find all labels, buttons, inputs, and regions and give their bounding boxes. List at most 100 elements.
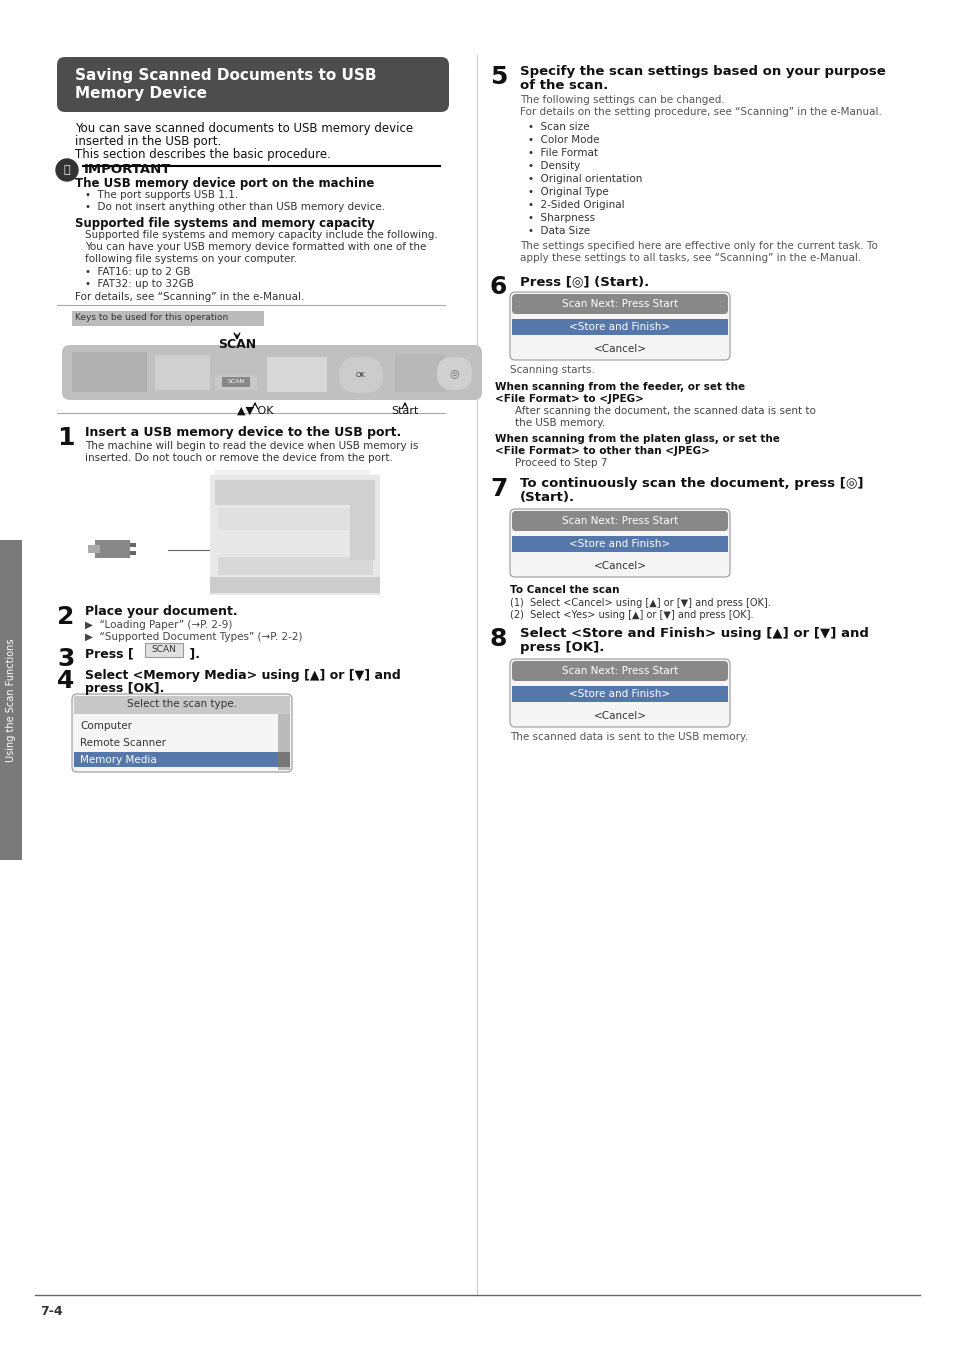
Bar: [210, 576, 379, 593]
Bar: [350, 500, 375, 560]
Text: You can have your USB memory device formatted with one of the: You can have your USB memory device form…: [85, 242, 426, 252]
Text: Supported file systems and memory capacity include the following.: Supported file systems and memory capaci…: [85, 230, 437, 240]
Text: Start: Start: [391, 406, 418, 416]
Bar: [222, 377, 250, 387]
Text: When scanning from the feeder, or set the: When scanning from the feeder, or set th…: [495, 382, 744, 391]
Text: 1: 1: [57, 427, 74, 450]
Text: <Cancel>: <Cancel>: [593, 344, 646, 354]
Text: For details, see “Scanning” in the e-Manual.: For details, see “Scanning” in the e-Man…: [75, 292, 304, 302]
FancyBboxPatch shape: [436, 356, 472, 390]
Text: The settings specified here are effective only for the current task. To: The settings specified here are effectiv…: [519, 242, 877, 251]
Text: Memory Device: Memory Device: [75, 86, 207, 101]
Bar: [210, 475, 379, 595]
Text: Scan Next: Press Start: Scan Next: Press Start: [561, 666, 678, 676]
Text: You can save scanned documents to USB memory device: You can save scanned documents to USB me…: [75, 122, 413, 135]
Text: inserted in the USB port.: inserted in the USB port.: [75, 135, 221, 148]
FancyBboxPatch shape: [510, 509, 729, 576]
Bar: [130, 551, 136, 555]
Bar: [74, 697, 290, 714]
Text: <Store and Finish>: <Store and Finish>: [569, 323, 670, 332]
Text: (Start).: (Start).: [519, 491, 575, 504]
Text: The following settings can be changed.: The following settings can be changed.: [519, 95, 724, 105]
Text: •  Data Size: • Data Size: [527, 225, 590, 236]
Bar: [267, 356, 327, 392]
FancyBboxPatch shape: [510, 659, 729, 728]
Text: Supported file systems and memory capacity: Supported file systems and memory capaci…: [75, 217, 375, 230]
Text: <Cancel>: <Cancel>: [593, 711, 646, 721]
Bar: [218, 558, 373, 575]
Text: The USB memory device port on the machine: The USB memory device port on the machin…: [75, 177, 374, 190]
Bar: [145, 643, 183, 657]
Text: ].: ].: [185, 647, 200, 660]
Bar: [95, 540, 130, 558]
Bar: [214, 375, 256, 390]
Circle shape: [56, 159, 78, 181]
Text: The machine will begin to read the device when USB memory is: The machine will begin to read the devic…: [85, 441, 418, 451]
Text: •  Color Mode: • Color Mode: [527, 135, 598, 144]
Text: Place your document.: Place your document.: [85, 605, 237, 618]
Bar: [88, 545, 100, 554]
Text: The scanned data is sent to the USB memory.: The scanned data is sent to the USB memo…: [510, 732, 747, 742]
Text: SCAN: SCAN: [152, 645, 176, 655]
Text: For details on the setting procedure, see “Scanning” in the e-Manual.: For details on the setting procedure, se…: [519, 107, 881, 117]
Text: •  Do not insert anything other than USB memory device.: • Do not insert anything other than USB …: [85, 202, 385, 212]
Text: Saving Scanned Documents to USB: Saving Scanned Documents to USB: [75, 68, 376, 82]
Text: ✋: ✋: [64, 165, 71, 176]
Text: Press [◎] (Start).: Press [◎] (Start).: [519, 275, 649, 288]
Bar: [0, 540, 22, 860]
Text: Select the scan type.: Select the scan type.: [127, 699, 236, 709]
Text: 6: 6: [490, 275, 507, 298]
Text: 2: 2: [57, 605, 74, 629]
FancyBboxPatch shape: [57, 57, 449, 112]
Bar: [335, 355, 387, 396]
Text: •  Original orientation: • Original orientation: [527, 174, 641, 184]
Text: •  File Format: • File Format: [527, 148, 598, 158]
Text: •  Scan size: • Scan size: [527, 122, 589, 132]
Text: 7-4: 7-4: [40, 1305, 63, 1318]
Text: apply these settings to all tasks, see “Scanning” in the e-Manual.: apply these settings to all tasks, see “…: [519, 252, 861, 263]
Text: ▲▼ OK: ▲▼ OK: [236, 406, 273, 416]
Text: 3: 3: [57, 647, 74, 671]
Text: •  Sharpness: • Sharpness: [527, 213, 595, 223]
Text: <File Format> to <JPEG>: <File Format> to <JPEG>: [495, 394, 643, 404]
FancyBboxPatch shape: [71, 694, 292, 772]
Bar: [512, 686, 727, 702]
Bar: [214, 470, 370, 475]
Bar: [154, 355, 210, 390]
Bar: [71, 310, 264, 325]
Text: (2)  Select <Yes> using [▲] or [▼] and press [OK].: (2) Select <Yes> using [▲] or [▼] and pr…: [510, 610, 753, 620]
Text: Specify the scan settings based on your purpose: Specify the scan settings based on your …: [519, 65, 884, 78]
Text: SCAN: SCAN: [227, 379, 244, 385]
Text: This section describes the basic procedure.: This section describes the basic procedu…: [75, 148, 331, 161]
Text: Scan Next: Press Start: Scan Next: Press Start: [561, 298, 678, 309]
Text: 4: 4: [57, 670, 74, 693]
Text: •  Original Type: • Original Type: [527, 188, 608, 197]
Bar: [512, 536, 727, 552]
Text: Memory Media: Memory Media: [80, 755, 156, 765]
FancyBboxPatch shape: [512, 294, 727, 315]
Text: Press [: Press [: [85, 647, 133, 660]
Text: Using the Scan Functions: Using the Scan Functions: [6, 639, 16, 761]
Text: <Store and Finish>: <Store and Finish>: [569, 539, 670, 549]
Text: •  FAT32: up to 32GB: • FAT32: up to 32GB: [85, 279, 193, 289]
Bar: [214, 481, 375, 505]
Text: •  2-Sided Original: • 2-Sided Original: [527, 200, 624, 211]
FancyBboxPatch shape: [510, 292, 729, 360]
Bar: [512, 319, 727, 335]
Text: Keys to be used for this operation: Keys to be used for this operation: [75, 312, 228, 321]
Text: ◎: ◎: [449, 369, 458, 378]
Text: inserted. Do not touch or remove the device from the port.: inserted. Do not touch or remove the dev…: [85, 454, 393, 463]
Text: (1)  Select <Cancel> using [▲] or [▼] and press [OK].: (1) Select <Cancel> using [▲] or [▼] and…: [510, 598, 770, 608]
Text: of the scan.: of the scan.: [519, 80, 608, 92]
Text: Select <Store and Finish> using [▲] or [▼] and: Select <Store and Finish> using [▲] or […: [519, 626, 868, 640]
FancyBboxPatch shape: [338, 356, 382, 393]
Text: Select <Memory Media> using [▲] or [▼] and: Select <Memory Media> using [▲] or [▼] a…: [85, 670, 400, 682]
Text: Computer: Computer: [80, 721, 132, 730]
Text: ▶  “Loading Paper” (→P. 2-9): ▶ “Loading Paper” (→P. 2-9): [85, 620, 233, 630]
Bar: [218, 533, 373, 555]
Text: Insert a USB memory device to the USB port.: Insert a USB memory device to the USB po…: [85, 427, 401, 439]
Bar: [71, 352, 147, 392]
Text: IMPORTANT: IMPORTANT: [84, 163, 172, 176]
Bar: [74, 752, 277, 767]
Text: ▶  “Supported Document Types” (→P. 2-2): ▶ “Supported Document Types” (→P. 2-2): [85, 632, 302, 643]
